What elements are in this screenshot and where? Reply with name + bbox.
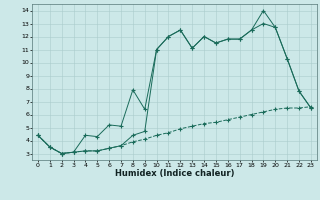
X-axis label: Humidex (Indice chaleur): Humidex (Indice chaleur) [115,169,234,178]
